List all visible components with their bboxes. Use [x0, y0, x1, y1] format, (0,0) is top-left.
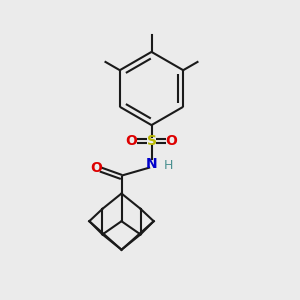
Text: S: S: [146, 134, 157, 148]
Text: O: O: [125, 134, 137, 148]
Text: O: O: [90, 161, 102, 175]
Text: O: O: [166, 134, 178, 148]
Text: H: H: [164, 159, 173, 172]
Text: N: N: [146, 157, 157, 170]
